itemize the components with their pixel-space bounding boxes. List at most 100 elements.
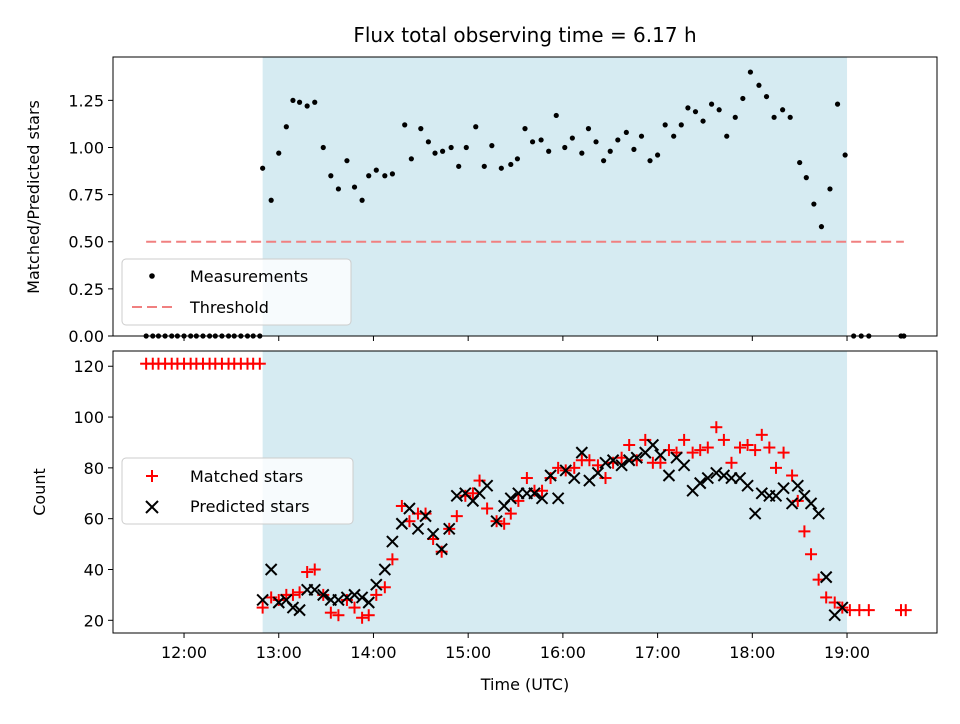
measurement-point	[389, 171, 396, 177]
matched-stars-points	[140, 357, 912, 624]
matched-star-point	[805, 548, 818, 561]
measurement-point	[382, 173, 388, 179]
measurement-point	[296, 99, 303, 105]
measurement-point	[716, 107, 722, 113]
predicted-star-point	[450, 489, 464, 503]
top-y-tick-label: 0.00	[68, 327, 104, 346]
matched-star-point	[763, 441, 776, 454]
matched-star-point	[710, 421, 723, 434]
predicted-star-point	[272, 596, 285, 609]
top-y-tick-label: 0.25	[68, 280, 104, 299]
matched-star-point	[473, 474, 486, 487]
measurement-point	[692, 109, 699, 115]
measurement-point	[373, 167, 379, 173]
matched-star-point	[777, 446, 790, 459]
predicted-star-point	[340, 591, 354, 604]
matched-star-point	[504, 507, 517, 520]
predicted-star-point	[755, 487, 768, 500]
measurement-point	[724, 133, 730, 139]
measurement-point	[787, 114, 793, 120]
measurement-point	[700, 118, 706, 124]
top-y-tick-label: 1.00	[68, 138, 104, 157]
measurement-point	[553, 112, 559, 119]
measurement-point	[508, 161, 514, 168]
bottom-y-tick-label: 60	[84, 510, 104, 529]
measurement-point	[732, 114, 738, 120]
measurement-point	[593, 139, 599, 145]
predicted-star-point	[662, 469, 676, 482]
top-x-ticks	[183, 336, 848, 341]
predicted-star-point	[504, 492, 518, 505]
bottom-y-axis-label: Count	[30, 468, 49, 516]
predicted-star-point	[426, 527, 440, 541]
predicted-star-point	[694, 476, 707, 490]
matched-star-point	[362, 609, 375, 622]
measurement-point	[654, 152, 661, 158]
predicted-star-point	[386, 535, 399, 548]
measurement-point	[615, 137, 621, 143]
bottom-x-tick-label: 19:00	[824, 643, 870, 662]
predicted-star-point	[443, 522, 456, 536]
measurement-point	[827, 186, 833, 192]
bottom-x-tick-label: 15:00	[445, 643, 491, 662]
legend-matched-marker	[146, 470, 158, 482]
measurement-point	[569, 135, 575, 141]
matched-star-point	[450, 510, 463, 523]
predicted-star-point	[701, 471, 715, 485]
matched-star-point	[272, 593, 285, 606]
predicted-star-point	[646, 438, 660, 452]
matched-star-point	[725, 456, 738, 469]
matched-star-point	[348, 601, 361, 614]
measurement-point	[402, 122, 408, 128]
predicted-star-point	[528, 487, 541, 500]
matched-star-point	[356, 611, 369, 624]
predicted-star-point	[804, 497, 818, 510]
measurement-point	[473, 124, 479, 130]
top-observing-window	[262, 57, 848, 336]
predicted-stars-points	[256, 438, 849, 622]
measurement-point	[685, 105, 691, 111]
measurement-point	[425, 139, 431, 145]
predicted-star-point	[348, 588, 361, 602]
legend-measurements-label: Measurements	[190, 267, 308, 286]
bottom-x-tick-label: 17:00	[635, 643, 681, 662]
top-y-tick-label: 0.50	[68, 233, 104, 252]
predicted-star-point	[411, 522, 425, 536]
matched-star-point	[899, 604, 912, 617]
matched-star-point	[717, 433, 730, 446]
measurement-point	[522, 126, 528, 132]
measurement-point	[756, 82, 762, 88]
measurement-point	[359, 197, 365, 203]
bottom-legend: Matched stars Predicted stars	[121, 457, 354, 525]
matched-star-point	[301, 566, 314, 579]
matched-star-point	[435, 545, 448, 558]
predicted-star-point	[654, 448, 667, 462]
predicted-star-point	[710, 466, 723, 480]
predicted-star-point	[630, 451, 643, 464]
matched-star-point	[755, 428, 768, 441]
predicted-star-point	[256, 593, 269, 607]
bottom-x-tick-label: 12:00	[161, 643, 207, 662]
matched-star-point	[607, 456, 620, 469]
legend-measurements-marker	[149, 273, 155, 279]
matched-star-point	[520, 472, 533, 485]
matched-star-point	[265, 591, 278, 604]
measurement-points	[143, 69, 907, 339]
matched-star-point	[370, 588, 383, 601]
predicted-star-point	[293, 603, 306, 617]
bottom-x-tick-label: 16:00	[540, 643, 586, 662]
matched-star-point	[544, 472, 557, 485]
predicted-star-point	[591, 466, 605, 480]
predicted-star-point	[748, 507, 762, 520]
legend-matched-label: Matched stars	[190, 467, 303, 486]
predicted-star-point	[264, 563, 278, 576]
predicted-star-point	[308, 583, 321, 597]
top-legend-box	[121, 258, 352, 326]
predicted-star-point	[568, 471, 581, 485]
matched-star-point	[378, 581, 391, 594]
top-axes-frame	[112, 56, 938, 337]
top-y-tick-label: 1.25	[68, 91, 104, 110]
top-y-axis-label: Matched/Predicted stars	[24, 100, 43, 294]
matched-star-point	[332, 609, 345, 622]
